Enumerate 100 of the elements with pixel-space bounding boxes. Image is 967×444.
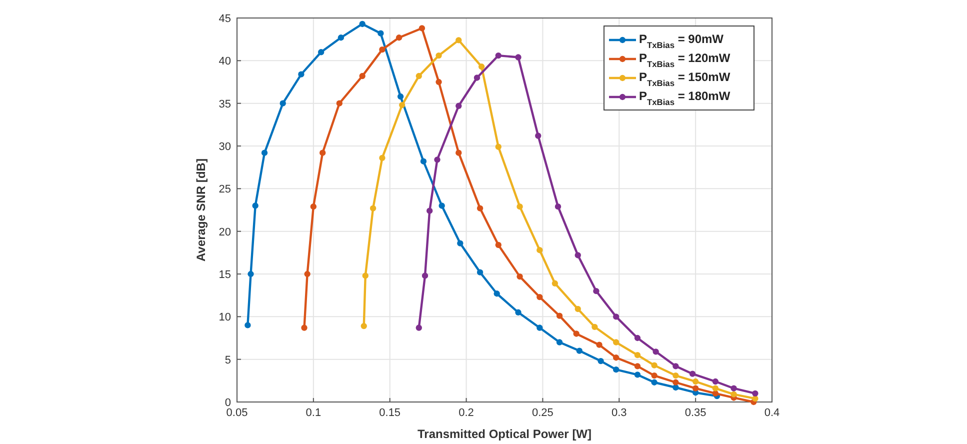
point [730,385,737,392]
point [515,309,522,316]
x-tick-label: 0.4 [764,407,780,419]
point [244,322,251,328]
point [426,208,433,214]
point [574,252,581,258]
point [516,204,523,210]
point [730,391,737,398]
point [320,150,326,156]
point [556,339,563,346]
y-tick-label: 15 [218,269,231,281]
y-tick-label: 30 [218,141,231,153]
point [634,372,641,378]
point [612,354,620,361]
point [248,270,254,278]
point [554,204,562,210]
point [301,324,308,331]
point [436,78,442,86]
point [672,379,679,386]
point [434,156,440,163]
point [634,334,641,342]
point [652,348,659,355]
point [474,74,480,81]
y-tick-label: 10 [218,312,231,324]
y-tick-label: 0 [224,397,231,409]
point [536,294,543,300]
point [651,362,658,368]
point [752,390,758,397]
point [456,102,462,109]
point [672,384,679,391]
x-tick-label: 0.15 [379,407,401,419]
point [672,363,679,370]
x-tick-label: 0.25 [532,407,554,419]
point [359,72,366,80]
point [360,322,367,330]
point [362,272,368,279]
point [576,348,582,354]
point [396,34,402,41]
y-tick-label: 20 [218,226,231,238]
point [478,64,485,70]
point [476,269,484,276]
point [298,71,304,78]
point [476,205,484,212]
point [592,324,598,330]
y-tick-label: 25 [218,184,231,196]
point [438,202,445,209]
point [692,378,699,385]
point [573,330,580,337]
point [420,158,427,164]
point [651,379,658,386]
x-tick-label: 0.3 [611,407,627,419]
point [689,370,696,377]
point [304,270,310,278]
point [634,363,641,370]
point [280,100,286,106]
point [318,49,324,56]
point [612,366,620,373]
x-axis-title: Transmitted Optical Power [W] [417,427,592,441]
point [398,102,406,108]
point [370,205,376,212]
legend-label: P$_{TxBias}$ = 150mW [639,70,731,88]
x-tick-label: 0.35 [684,407,706,419]
point [456,37,462,44]
point [457,240,464,246]
y-tick-label: 35 [218,98,231,110]
point [494,290,500,297]
point [552,280,558,286]
point [338,34,344,41]
y-tick-label: 40 [218,56,231,68]
point [593,288,600,294]
point [456,150,462,156]
y-axis-title: Average SNR [dB] [194,158,208,262]
legend-label: P$_{TxBias}$ = 90mW [639,32,724,50]
point [651,372,658,379]
point [495,144,502,150]
point [436,52,442,59]
x-tick-label: 0.1 [306,407,322,419]
legend-label: P$_{TxBias}$ = 180mW [639,89,731,107]
point [336,100,343,106]
point [416,72,422,80]
point [516,273,523,280]
point [536,247,543,254]
point [612,339,620,346]
point [612,314,620,320]
point [422,272,428,279]
point [712,385,719,392]
point [672,372,679,379]
point [712,378,719,385]
point [535,132,542,139]
point [495,52,502,59]
point [379,154,386,162]
y-tick-label: 45 [218,13,231,25]
point [495,242,502,248]
point [598,358,604,364]
point [378,30,384,36]
point [418,25,426,32]
point [574,306,581,312]
point [252,202,258,209]
point [556,312,563,319]
point [397,93,404,100]
